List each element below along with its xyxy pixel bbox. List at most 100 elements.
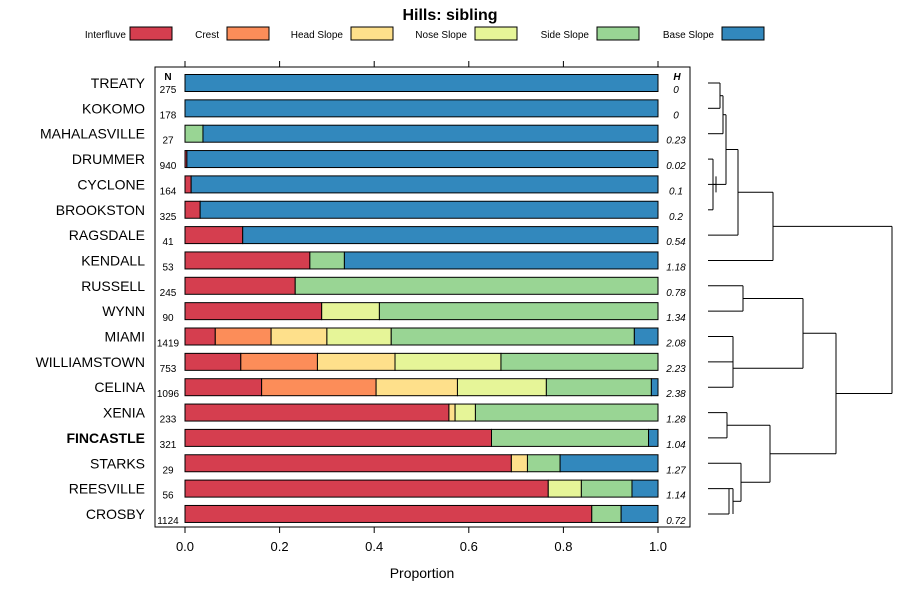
bar-row <box>184 200 659 219</box>
bar-segment <box>390 327 635 346</box>
h-value: 1.34 <box>666 313 686 324</box>
bar-segment <box>294 276 659 295</box>
bar-segment <box>526 454 561 473</box>
x-tick-label: 0.2 <box>271 539 289 554</box>
bar-segment <box>190 175 659 194</box>
bar-segment <box>394 352 502 371</box>
h-value: 1.14 <box>666 491 686 502</box>
n-value: 53 <box>162 263 174 274</box>
bar-segment <box>184 479 549 498</box>
n-value: 1419 <box>157 339 180 350</box>
bar-segment <box>184 276 296 295</box>
bar-segment <box>375 378 458 397</box>
h-value: 0.72 <box>666 516 686 527</box>
bar-segment <box>343 251 659 270</box>
h-value: 2.08 <box>665 339 686 350</box>
bar-segment <box>270 327 328 346</box>
bar-segment <box>620 504 659 523</box>
bar-row <box>184 378 659 397</box>
bar-segment <box>184 454 512 473</box>
n-value: 940 <box>160 161 177 172</box>
bar-segment <box>500 352 659 371</box>
h-value: 2.23 <box>665 364 686 375</box>
category-label: FINCASTLE <box>66 430 145 446</box>
h-value: 1.18 <box>666 263 686 274</box>
bar-segment <box>326 327 392 346</box>
bar-segment <box>202 124 659 143</box>
category-label: CELINA <box>94 379 145 395</box>
bar-segment <box>580 479 633 498</box>
row-labels: 275 0 TREATY 178 0 KOKOMO 27 0.23 MAHALASVILLE 94… <box>36 75 687 527</box>
legend-label: Head Slope <box>291 30 344 41</box>
bar-segment <box>321 302 380 321</box>
category-label: MAHALASVILLE <box>40 126 145 142</box>
category-label: WILLIAMSTOWN <box>36 354 145 370</box>
bar-row <box>184 150 659 169</box>
category-label: CYCLONE <box>77 176 145 192</box>
bar-segment <box>184 251 311 270</box>
h-value: 1.04 <box>666 440 686 451</box>
legend-swatch <box>721 26 765 41</box>
n-value: 27 <box>162 136 174 147</box>
bar-segment <box>184 302 323 321</box>
category-label: REESVILLE <box>69 481 145 497</box>
bar-segment <box>184 74 659 92</box>
category-label: KOKOMO <box>82 100 145 116</box>
n-value: 178 <box>160 110 177 121</box>
h-column-header: H <box>673 72 681 83</box>
bar-segment <box>309 251 345 270</box>
bar-segment <box>378 302 659 321</box>
bar-segment <box>448 403 456 422</box>
bar-segment <box>454 403 476 422</box>
bar-segment <box>650 378 659 397</box>
bar-row <box>184 74 659 92</box>
bar-segment <box>184 175 192 194</box>
bar-segment <box>184 378 263 397</box>
chart-title: Hills: sibling <box>402 7 497 24</box>
x-tick-label: 1.0 <box>649 539 667 554</box>
bar-segment <box>474 403 659 422</box>
bar-segment <box>559 454 659 473</box>
x-axis-label: Proportion <box>390 565 455 581</box>
h-value: 1.28 <box>666 415 686 426</box>
bar-segment <box>547 479 582 498</box>
h-value: 0.02 <box>666 161 686 172</box>
dendrogram <box>708 82 893 515</box>
category-label: CROSBY <box>86 506 146 522</box>
bar-row <box>184 276 659 295</box>
bar-segment <box>316 352 396 371</box>
n-value: 245 <box>160 288 177 299</box>
bar-segment <box>510 454 528 473</box>
bar-segment <box>242 226 659 245</box>
h-value: 0.78 <box>666 288 686 299</box>
bar-row <box>184 479 659 498</box>
bar-row <box>184 226 659 245</box>
bar-row <box>184 327 659 346</box>
n-value: 90 <box>162 313 174 324</box>
bar-row <box>184 124 659 143</box>
category-label: RAGSDALE <box>69 227 145 243</box>
n-value: 233 <box>160 415 177 426</box>
h-value: 2.38 <box>665 389 686 400</box>
bar-segment <box>184 504 593 523</box>
x-axis: 0.0 0.2 0.4 0.6 0.8 1.0 <box>176 61 667 554</box>
legend-swatch <box>226 26 270 41</box>
category-label: KENDALL <box>81 253 145 269</box>
n-value: 325 <box>160 212 177 223</box>
bar-segment <box>184 352 242 371</box>
category-label: BROOKSTON <box>56 202 145 218</box>
legend-label: Crest <box>195 30 219 41</box>
bar-segment <box>240 352 318 371</box>
bar-segment <box>545 378 652 397</box>
legend-label: Base Slope <box>663 30 715 41</box>
n-value: 1096 <box>157 389 180 400</box>
h-value: 0.2 <box>669 212 683 223</box>
category-label: TREATY <box>91 75 146 91</box>
legend-swatch <box>596 26 640 41</box>
bar-row <box>184 99 659 118</box>
n-value: 41 <box>162 237 174 248</box>
bar-segment <box>184 200 201 219</box>
bar-row <box>184 175 659 194</box>
h-value: 0.23 <box>666 136 686 147</box>
legend-label: Interfluve <box>85 30 127 41</box>
